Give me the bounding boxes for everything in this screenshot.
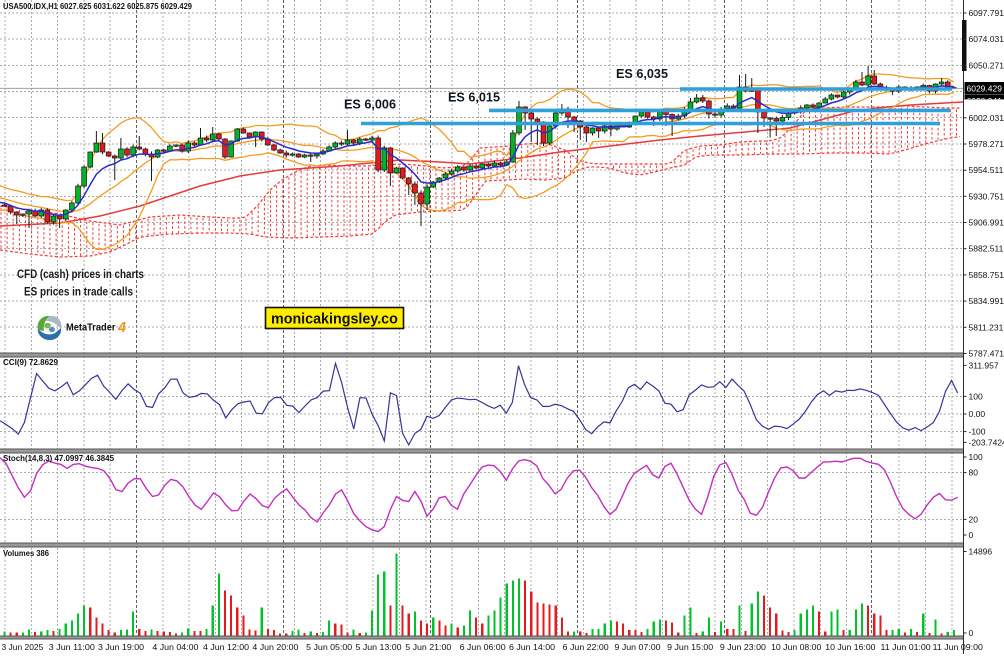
svg-text:5 Jun 21:00: 5 Jun 21:00 — [405, 643, 452, 652]
svg-text:monicakingsley.co: monicakingsley.co — [271, 312, 398, 328]
svg-text:ES 6,035: ES 6,035 — [616, 66, 668, 81]
svg-text:9 Jun 07:00: 9 Jun 07:00 — [615, 643, 662, 652]
svg-text:5 Jun 05:00: 5 Jun 05:00 — [306, 643, 353, 652]
svg-text:Stoch(14,8,3) 47.0997 46.3845: Stoch(14,8,3) 47.0997 46.3845 — [3, 453, 114, 463]
svg-text:9 Jun 15:00: 9 Jun 15:00 — [667, 643, 714, 652]
svg-text:CCI(9) 72.8629: CCI(9) 72.8629 — [3, 357, 58, 367]
svg-text:311.957: 311.957 — [969, 360, 999, 370]
svg-text:MetaTrader: MetaTrader — [66, 322, 116, 334]
svg-text:11 Jun 09:00: 11 Jun 09:00 — [933, 643, 984, 652]
svg-text:5858.751: 5858.751 — [969, 270, 1004, 280]
svg-text:6074.031: 6074.031 — [969, 34, 1004, 44]
svg-text:6 Jun 14:00: 6 Jun 14:00 — [509, 643, 556, 652]
svg-text:5906.991: 5906.991 — [969, 218, 1004, 228]
svg-text:10 Jun 08:00: 10 Jun 08:00 — [771, 643, 822, 652]
svg-text:100: 100 — [969, 391, 983, 401]
svg-text:3 Jun 11:00: 3 Jun 11:00 — [49, 643, 96, 652]
svg-text:4 Jun 20:00: 4 Jun 20:00 — [252, 643, 299, 652]
svg-text:0: 0 — [969, 628, 974, 638]
svg-text:4: 4 — [117, 320, 126, 336]
svg-text:5978.271: 5978.271 — [969, 139, 1004, 149]
svg-text:ES 6,006: ES 6,006 — [344, 97, 396, 112]
svg-text:100: 100 — [969, 452, 983, 462]
svg-text:ES 6,015: ES 6,015 — [448, 90, 500, 105]
svg-text:14896: 14896 — [969, 547, 993, 557]
svg-text:5 Jun 13:00: 5 Jun 13:00 — [356, 643, 403, 652]
svg-text:5834.991: 5834.991 — [969, 296, 1004, 306]
svg-text:4 Jun 12:00: 4 Jun 12:00 — [203, 643, 250, 652]
svg-text:-100: -100 — [969, 427, 986, 437]
svg-text:6029.429: 6029.429 — [967, 84, 1003, 94]
svg-text:0: 0 — [969, 530, 974, 540]
svg-text:3 Jun 2025: 3 Jun 2025 — [2, 643, 44, 652]
svg-text:5811.231: 5811.231 — [969, 322, 1004, 332]
svg-text:3 Jun 19:00: 3 Jun 19:00 — [98, 643, 145, 652]
svg-text:6002.031: 6002.031 — [969, 113, 1004, 123]
svg-text:0.00: 0.00 — [969, 409, 986, 419]
svg-text:10 Jun 16:00: 10 Jun 16:00 — [825, 643, 876, 652]
svg-text:ES prices in trade calls: ES prices in trade calls — [24, 287, 133, 299]
svg-text:80: 80 — [969, 468, 979, 478]
svg-text:5954.511: 5954.511 — [969, 165, 1004, 175]
svg-text:Volumes 386: Volumes 386 — [3, 548, 49, 558]
svg-text:11 Jun 01:00: 11 Jun 01:00 — [881, 643, 932, 652]
svg-text:5882.511: 5882.511 — [969, 244, 1004, 254]
svg-text:-203.7424: -203.7424 — [969, 437, 1004, 447]
svg-text:5787.471: 5787.471 — [969, 349, 1004, 359]
svg-text:9 Jun 23:00: 9 Jun 23:00 — [720, 643, 767, 652]
svg-text:5930.751: 5930.751 — [969, 191, 1004, 201]
svg-text:4 Jun 04:00: 4 Jun 04:00 — [152, 643, 199, 652]
svg-text:6 Jun 06:00: 6 Jun 06:00 — [460, 643, 507, 652]
svg-text:6 Jun 22:00: 6 Jun 22:00 — [563, 643, 610, 652]
svg-text:6050.271: 6050.271 — [969, 60, 1004, 70]
svg-text:USA500.IDX,H1 6027.625 6031.6: USA500.IDX,H1 6027.625 6031.622 6025.875… — [3, 1, 192, 11]
svg-text:CFD (cash) prices in charts: CFD (cash) prices in charts — [17, 269, 144, 281]
svg-text:6097.791: 6097.791 — [969, 8, 1004, 18]
svg-text:20: 20 — [969, 514, 979, 524]
